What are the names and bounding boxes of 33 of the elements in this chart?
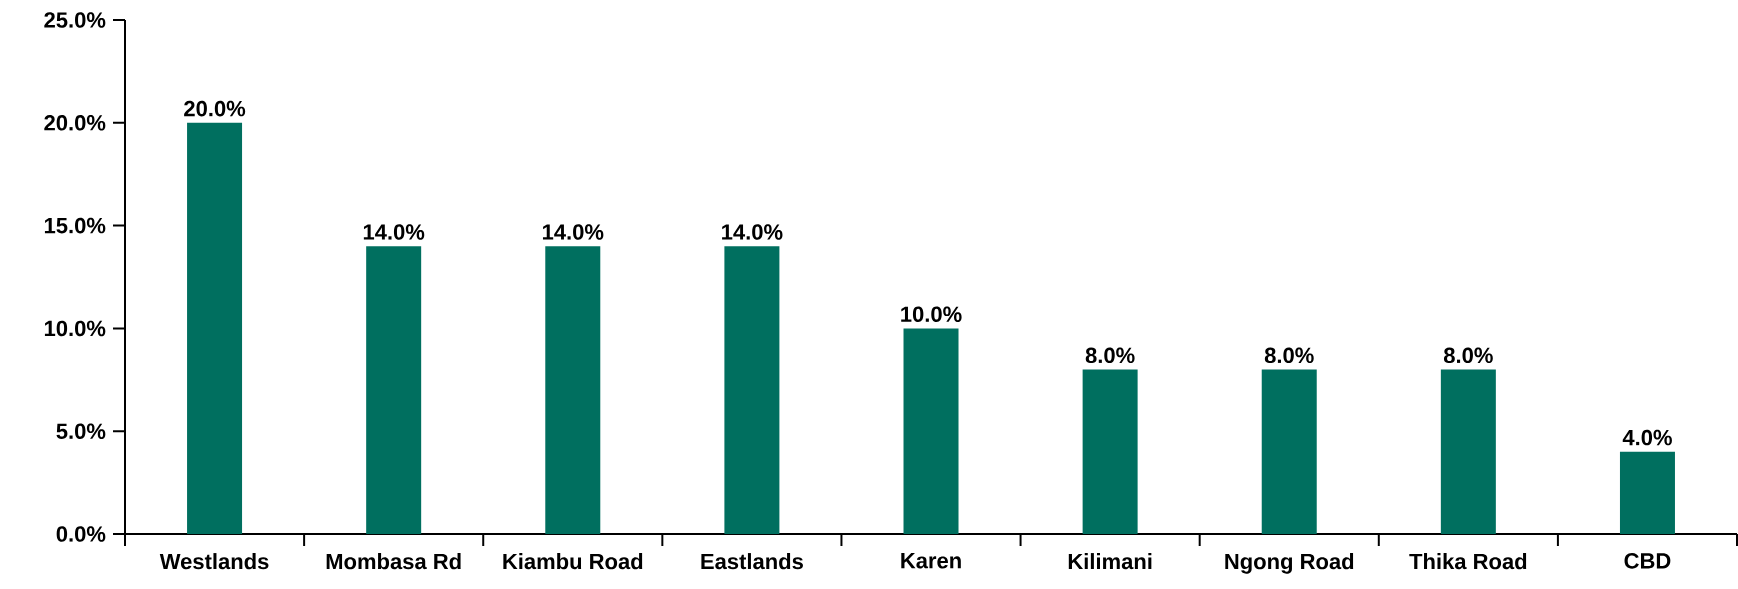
bar: [366, 246, 422, 534]
data-label: 20.0%: [184, 100, 246, 117]
y-tick-label: 20.0%: [44, 115, 106, 131]
y-tick-label: 5.0%: [56, 423, 106, 439]
y-tick-label: 25.0%: [44, 12, 106, 28]
bar: [187, 122, 243, 534]
x-tick-label: Eastlands: [701, 553, 803, 570]
bar: [1619, 451, 1675, 534]
data-label: 10.0%: [901, 306, 962, 322]
data-label: 14.0%: [722, 224, 783, 240]
bar: [724, 246, 780, 534]
x-tick-label: Kilimani: [1068, 553, 1152, 570]
data-label: 8.0%: [1443, 347, 1493, 364]
data-label: 8.0%: [1085, 347, 1135, 364]
y-tick-label: 10.0%: [44, 320, 106, 337]
x-tick-label: Westlands: [159, 553, 269, 570]
x-tick-label: Thika Road: [1409, 553, 1527, 570]
y-tick-label: 15.0%: [44, 217, 106, 234]
x-tick-label: Mombasa Rd: [326, 553, 461, 570]
bar: [545, 246, 601, 534]
data-label: 14.0%: [363, 224, 425, 240]
bar: [1440, 369, 1496, 534]
data-label: 14.0%: [542, 224, 604, 240]
data-label: 8.0%: [1264, 347, 1314, 364]
bar: [903, 328, 959, 534]
x-tick-label: Kiambu Road: [503, 553, 643, 570]
x-tick-label: CBD: [1624, 553, 1671, 569]
data-label: 4.0%: [1622, 429, 1672, 446]
bar: [1261, 369, 1317, 534]
bar: [1082, 369, 1138, 534]
x-tick-label: Ngong Road: [1225, 553, 1354, 574]
y-tick-label: 0.0%: [56, 526, 106, 542]
x-tick-label: Karen: [901, 553, 961, 569]
